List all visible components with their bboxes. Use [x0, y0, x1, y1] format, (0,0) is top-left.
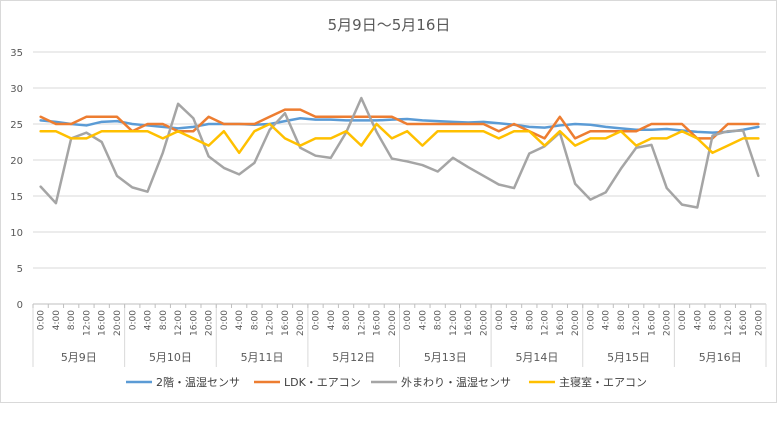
day-label: 5月12日	[332, 351, 375, 364]
x-tick-label: 16:00	[556, 310, 566, 336]
x-tick-label: 4:00	[602, 310, 612, 330]
x-tick-label: 20:00	[296, 310, 306, 336]
legend: 2階・温湿センサ LDK・エアコン 外まわり・温湿センサ 主寝室・エアコン	[126, 375, 647, 389]
y-tick-label: 5	[17, 264, 23, 275]
y-tick-label: 20	[10, 156, 23, 167]
day-label: 5月15日	[607, 351, 650, 364]
x-tick-label: 4:00	[144, 310, 154, 330]
x-tick-label: 8:00	[617, 310, 627, 330]
x-tick-label: 0:00	[220, 310, 230, 330]
x-tick-label: 8:00	[434, 310, 444, 330]
y-tick-label: 30	[10, 84, 23, 95]
x-tick-label: 8:00	[709, 310, 719, 330]
x-tick-label: 20:00	[479, 310, 489, 336]
x-tick-label: 16:00	[281, 310, 291, 336]
x-tick-label: 20:00	[754, 310, 764, 336]
x-tick-label: 8:00	[250, 310, 260, 330]
series-line-3	[39, 96, 760, 209]
x-tick-label: 0:00	[403, 310, 413, 330]
x-tick-label: 16:00	[647, 310, 657, 336]
y-tick-label: 25	[10, 120, 23, 131]
y-tick-label: 0	[17, 300, 23, 311]
x-tick-label: 8:00	[525, 310, 535, 330]
x-tick-label: 16:00	[739, 310, 749, 336]
legend-label-4: 主寝室・エアコン	[559, 375, 647, 389]
legend-label-1: 2階・温湿センサ	[156, 375, 240, 389]
x-tick-label: 0:00	[128, 310, 138, 330]
day-label: 5月10日	[149, 351, 192, 364]
x-tick-label: 20:00	[113, 310, 123, 336]
x-tick-label: 8:00	[159, 310, 169, 330]
day-label: 5月16日	[699, 351, 742, 364]
axes: 0 5 10 15 20 25 30 35 0:00 4:00 8:00 12:00 16:00 20:0…	[10, 48, 767, 367]
x-tick-label: 12:00	[632, 310, 642, 336]
y-tick-label: 10	[10, 228, 23, 239]
x-tick-label: 0:00	[37, 310, 47, 330]
x-tick-label: 4:00	[418, 310, 428, 330]
x-tick-label: 20:00	[663, 310, 673, 336]
x-tick-label: 12:00	[449, 310, 459, 336]
x-tick-label: 0:00	[495, 310, 505, 330]
gridlines	[33, 51, 766, 305]
series-line-4	[39, 122, 760, 155]
x-tick-label: 16:00	[98, 310, 108, 336]
x-tick-label: 0:00	[312, 310, 322, 330]
x-tick-label: 12:00	[82, 310, 92, 336]
x-tick-label: 4:00	[693, 310, 703, 330]
x-tick-label: 12:00	[266, 310, 276, 336]
x-tick-label: 12:00	[357, 310, 367, 336]
x-tick-label: 12:00	[174, 310, 184, 336]
series-lines	[39, 96, 760, 209]
day-label: 5月14日	[515, 351, 558, 364]
chart-title: 5月9日～5月16日	[328, 16, 451, 34]
x-tick-label: 16:00	[373, 310, 383, 336]
x-tick-label: 12:00	[724, 310, 734, 336]
day-label: 5月13日	[424, 351, 467, 364]
y-tick-label: 15	[10, 192, 23, 203]
line-chart: 5月9日～5月16日 0 5 10 15 20 25 30 35 0:00 4:00 8:00 12:…	[10, 16, 767, 389]
legend-label-2: LDK・エアコン	[284, 376, 361, 389]
y-tick-label: 35	[10, 48, 23, 59]
x-tick-label: 20:00	[571, 310, 581, 336]
day-label: 5月11日	[241, 351, 284, 364]
x-tick-label: 8:00	[342, 310, 352, 330]
x-tick-label: 4:00	[235, 310, 245, 330]
chart-frame: 5月9日～5月16日 0 5 10 15 20 25 30 35 0:00 4:00 8:00 12:…	[0, 0, 777, 403]
series-line-2	[39, 108, 760, 140]
x-tick-label: 4:00	[510, 310, 520, 330]
x-tick-label: 20:00	[388, 310, 398, 336]
x-tick-label: 16:00	[464, 310, 474, 336]
x-tick-label: 4:00	[327, 310, 337, 330]
x-tick-label: 12:00	[541, 310, 551, 336]
day-label: 5月9日	[61, 351, 97, 364]
x-tick-label: 0:00	[586, 310, 596, 330]
x-tick-label: 0:00	[678, 310, 688, 330]
x-tick-label: 4:00	[52, 310, 62, 330]
x-tick-label: 20:00	[205, 310, 215, 336]
x-tick-label: 16:00	[189, 310, 199, 336]
x-tick-label: 8:00	[67, 310, 77, 330]
legend-label-3: 外まわり・温湿センサ	[401, 376, 511, 389]
